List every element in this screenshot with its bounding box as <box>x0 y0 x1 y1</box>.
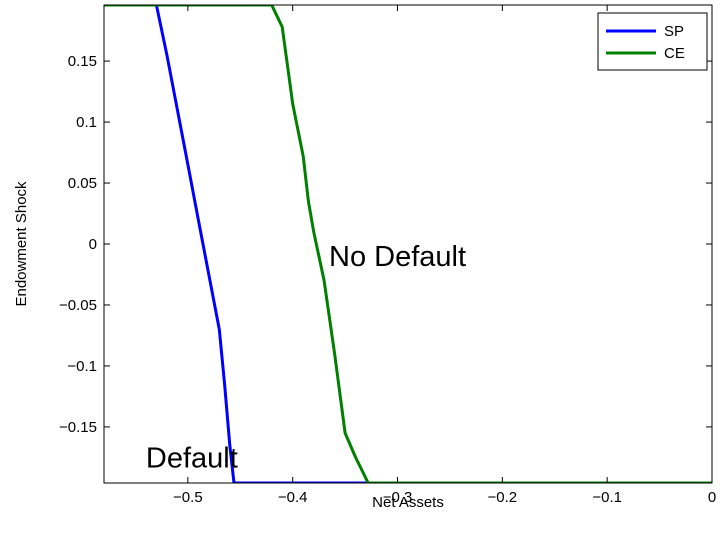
y-axis-label: Endowment Shock <box>13 181 30 307</box>
x-tick-label: −0.5 <box>173 489 203 506</box>
series-line-ce <box>104 5 712 483</box>
y-tick-label: −0.05 <box>59 297 97 314</box>
plot-area: No Default Default <box>103 4 713 484</box>
x-axis: −0.5 −0.4 −0.3 −0.2 −0.1 0 <box>173 5 716 506</box>
x-tick-label: −0.1 <box>592 489 622 506</box>
x-tick-label: −0.2 <box>488 489 518 506</box>
x-axis-label: Net Assets <box>372 494 444 511</box>
series-layer <box>104 5 712 483</box>
legend: SP CE <box>597 12 708 71</box>
plot-frame <box>104 5 712 483</box>
legend-label-sp: SP <box>664 23 684 40</box>
legend-label-ce: CE <box>664 45 685 62</box>
series-line-sp <box>104 5 712 483</box>
y-tick-label: 0 <box>89 236 97 253</box>
y-tick-label: −0.1 <box>67 358 97 375</box>
y-axis: 0.15 0.1 0.05 0 −0.05 −0.1 −0.15 <box>59 53 712 436</box>
x-tick-label: −0.3 <box>383 489 413 506</box>
annotation-default: Default <box>146 442 238 474</box>
y-tick-label: 0.05 <box>68 175 97 192</box>
annotation-no-default: No Default <box>329 241 466 273</box>
y-tick-label: 0.15 <box>68 53 97 70</box>
y-tick-label: 0.1 <box>76 114 97 131</box>
x-tick-label: 0 <box>708 489 716 506</box>
annotation-layer: No Default Default <box>146 241 466 474</box>
legend-box <box>597 12 708 71</box>
y-tick-label: −0.15 <box>59 419 97 436</box>
x-tick-label: −0.4 <box>278 489 308 506</box>
